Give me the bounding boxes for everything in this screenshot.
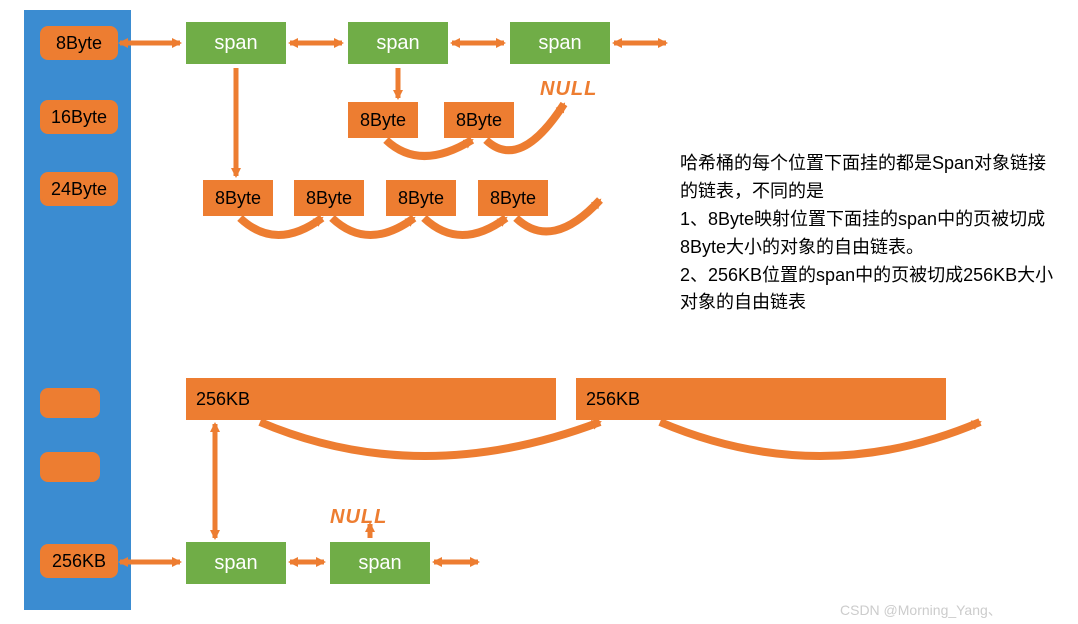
byte-box-1: 8Byte <box>444 102 514 138</box>
description-text: 哈希桶的每个位置下面挂的都是Span对象链接的链表，不同的是 1、8Byte映射… <box>680 150 1060 317</box>
bucket-cell-4 <box>40 452 100 482</box>
curved-arrow <box>240 218 322 235</box>
kb-box-0: 256KB <box>186 378 556 420</box>
span-box-1: span <box>348 22 448 64</box>
bucket-cell-1: 16Byte <box>40 100 118 134</box>
span-box-2: span <box>510 22 610 64</box>
byte-box-3: 8Byte <box>294 180 364 216</box>
span-box-3: span <box>186 542 286 584</box>
diagram-stage: 8Byte 16Byte 24Byte 256KB span span span span sp… <box>0 0 1078 624</box>
byte-box-4: 8Byte <box>386 180 456 216</box>
byte-box-2: 8Byte <box>203 180 273 216</box>
bucket-cell-3 <box>40 388 100 418</box>
null-label-1: NULL <box>330 506 387 529</box>
span-box-4: span <box>330 542 430 584</box>
byte-box-0: 8Byte <box>348 102 418 138</box>
curved-arrow <box>386 140 472 156</box>
watermark-text: CSDN @Morning_Yang、 <box>840 600 1002 620</box>
bucket-cell-5: 256KB <box>40 544 118 578</box>
null-label-0: NULL <box>540 78 597 101</box>
bucket-cell-2: 24Byte <box>40 172 118 206</box>
curved-arrow <box>424 218 506 235</box>
span-box-0: span <box>186 22 286 64</box>
byte-box-5: 8Byte <box>478 180 548 216</box>
kb-box-1: 256KB <box>576 378 946 420</box>
curved-arrow <box>332 218 414 235</box>
bucket-cell-0: 8Byte <box>40 26 118 60</box>
curved-arrow <box>260 422 600 456</box>
curved-arrow <box>660 422 980 456</box>
